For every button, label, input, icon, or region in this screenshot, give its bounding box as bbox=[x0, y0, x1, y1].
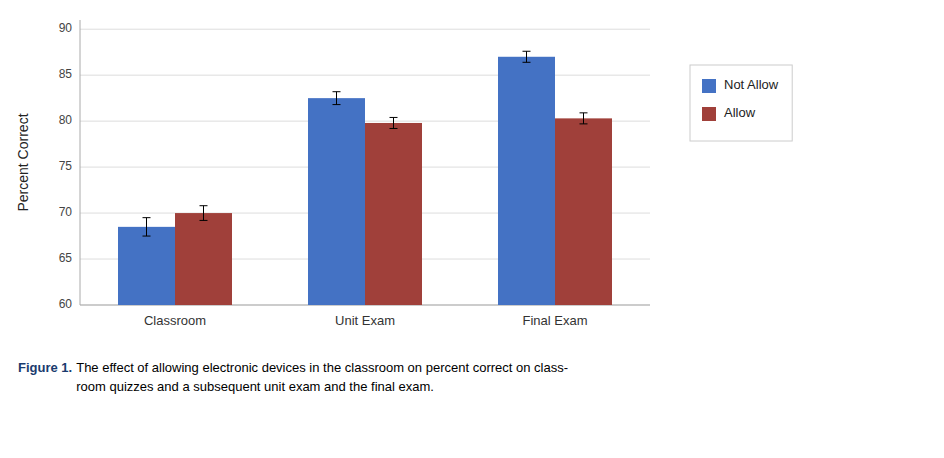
bar bbox=[308, 98, 365, 305]
error-line bbox=[393, 117, 394, 128]
error-cap bbox=[143, 236, 151, 237]
error-line bbox=[583, 113, 584, 124]
chart: 60 65 70 75 80 85 90 Classroom Unit Exam Final Ex… bbox=[0, 0, 944, 458]
y-tick-label: 65 bbox=[59, 251, 73, 265]
error-cap bbox=[523, 51, 531, 52]
legend-label: Allow bbox=[724, 105, 756, 120]
error-bar bbox=[143, 218, 151, 236]
error-bar bbox=[523, 51, 531, 62]
caption-text: The effect of allowing electronic device… bbox=[76, 360, 568, 394]
legend-swatch bbox=[702, 79, 716, 93]
error-bar bbox=[200, 206, 208, 221]
error-cap bbox=[200, 220, 208, 221]
bar bbox=[555, 118, 612, 305]
error-bar bbox=[580, 113, 588, 124]
y-axis-label: Percent Correct bbox=[15, 113, 31, 211]
error-cap bbox=[580, 112, 588, 113]
error-cap bbox=[333, 91, 341, 92]
y-axis-line bbox=[80, 20, 81, 305]
bar bbox=[118, 227, 175, 305]
error-line bbox=[336, 92, 337, 105]
legend-label: Not Allow bbox=[724, 77, 779, 92]
y-tick-label: 60 bbox=[59, 297, 73, 311]
bars bbox=[118, 51, 612, 305]
y-tick-label: 90 bbox=[59, 21, 73, 35]
bar bbox=[365, 123, 422, 305]
error-cap bbox=[580, 123, 588, 124]
grid-line bbox=[80, 29, 650, 30]
error-line bbox=[146, 218, 147, 236]
error-cap bbox=[333, 104, 341, 105]
legend-swatch bbox=[702, 107, 716, 121]
y-tick-label: 70 bbox=[59, 205, 73, 219]
error-bar bbox=[390, 117, 398, 128]
y-tick-label: 80 bbox=[59, 113, 73, 127]
error-line bbox=[526, 51, 527, 62]
error-cap bbox=[143, 217, 151, 218]
error-cap bbox=[390, 117, 398, 118]
error-cap bbox=[390, 128, 398, 129]
x-tick-label: Unit Exam bbox=[335, 313, 395, 328]
grid-line bbox=[80, 75, 650, 76]
error-bar bbox=[333, 92, 341, 105]
caption-line: room quizzes and a subsequent unit exam … bbox=[76, 379, 434, 394]
caption-label: Figure 1. bbox=[18, 360, 72, 375]
x-tick-label: Final Exam bbox=[522, 313, 587, 328]
y-tick-label: 85 bbox=[59, 67, 73, 81]
error-cap bbox=[523, 62, 531, 63]
x-tick-label: Classroom bbox=[144, 313, 206, 328]
error-cap bbox=[200, 205, 208, 206]
y-tick-label: 75 bbox=[59, 159, 73, 173]
legend: Not Allow Allow bbox=[690, 65, 792, 141]
bar bbox=[175, 213, 232, 305]
caption-line: The effect of allowing electronic device… bbox=[76, 360, 568, 375]
grid bbox=[80, 29, 650, 305]
error-line bbox=[203, 206, 204, 221]
bar bbox=[498, 57, 555, 305]
legend-frame bbox=[690, 65, 792, 141]
